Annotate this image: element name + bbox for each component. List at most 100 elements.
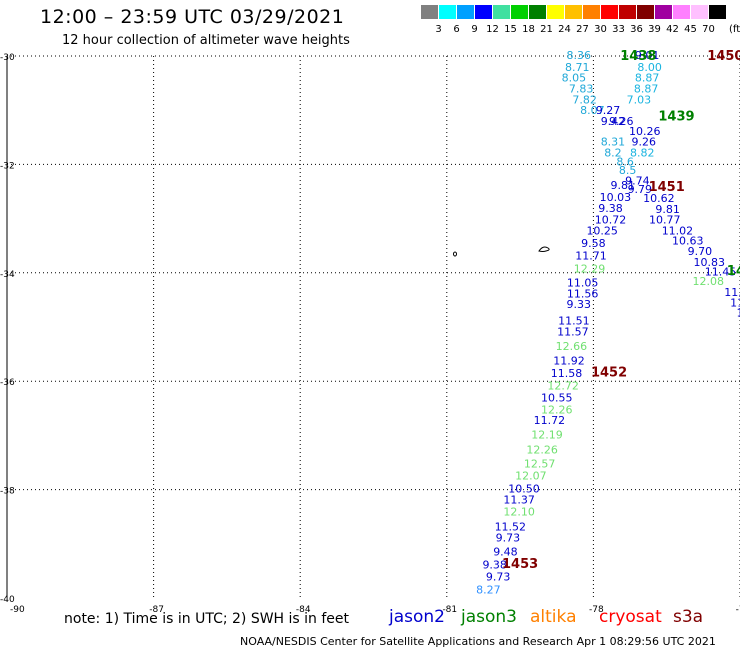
wave-height-value: 8.07 [580, 104, 605, 117]
wave-height-value: 10.25 [586, 225, 618, 238]
color-scale-label: 30 [594, 24, 607, 35]
chart-subtitle: 12 hour collection of altimeter wave hei… [62, 33, 350, 48]
color-swatch [475, 5, 492, 19]
color-scale-unit: (ft) [729, 24, 740, 35]
color-swatch [439, 5, 456, 19]
wave-height-value: 12.66 [556, 340, 588, 353]
chart-title: 12:00 – 23:59 UTC 03/29/2021 [40, 6, 345, 28]
color-scale-label: 27 [576, 24, 589, 35]
footer-note: note: 1) Time is in UTC; 2) SWH is in fe… [64, 611, 350, 627]
color-scale-label: 39 [648, 24, 661, 35]
color-swatch [691, 5, 708, 19]
wave-height-value: 11.51 [558, 314, 590, 327]
wave-height-value: 11.45 [705, 266, 737, 279]
color-scale-label: 36 [630, 24, 643, 35]
y-tick-label: -34 [0, 270, 15, 280]
pass-time-label: 1439 [658, 110, 694, 125]
wave-height-value: 11.72 [534, 414, 566, 427]
wave-height-value: 12.26 [526, 443, 558, 456]
wave-height-value: 10.26 [629, 125, 661, 138]
wave-height-value: 7.82 [572, 93, 597, 106]
wave-height-value: 9.73 [496, 531, 521, 544]
wave-height-value: 10.63 [672, 234, 704, 247]
wave-height-value: 8.87 [635, 72, 660, 85]
wave-height-value: 8.31 [601, 136, 626, 149]
color-scale-label: 45 [684, 24, 697, 35]
wave-height-value: 11.69 [724, 286, 740, 299]
wave-height-value: 9.26 [631, 136, 656, 149]
wave-height-value: 9.33 [566, 298, 591, 311]
wave-height-value: 8.2 [604, 146, 622, 159]
color-swatch [619, 5, 636, 19]
color-scale-label: 6 [453, 24, 460, 35]
wave-height-value: 12.10 [503, 505, 535, 518]
color-scale-label: 9 [471, 24, 478, 35]
color-scale-label: 42 [666, 24, 679, 35]
color-swatch [457, 5, 474, 19]
wave-height-value: 9.74 [625, 175, 650, 188]
island-shape [538, 246, 550, 252]
color-swatch [709, 5, 726, 19]
wave-height-value: 9.70 [688, 245, 713, 258]
color-swatch [583, 5, 600, 19]
wave-height-value: 12.07 [515, 470, 547, 483]
y-tick-label: -30 [0, 53, 15, 63]
wave-height-value: 10.50 [508, 483, 540, 496]
wave-height-value: 9.26 [609, 115, 634, 128]
wave-height-value: 11.71 [575, 249, 607, 262]
wave-height-value: 11.77 [730, 297, 740, 310]
footer-credit: NOAA/NESDIS Center for Satellite Applica… [240, 635, 716, 648]
wave-height-value: 9.27 [596, 104, 621, 117]
wave-height-value: 11.25 [736, 306, 740, 319]
wave-height-value: 10.77 [649, 214, 681, 227]
wave-height-value: 12.19 [531, 428, 563, 441]
wave-height-value: 8.6 [616, 156, 634, 169]
wave-height-value: 10.62 [643, 192, 675, 205]
wave-height-value: 8.5 [619, 164, 637, 177]
wave-height-value: 12.08 [692, 275, 724, 288]
wave-height-value: 8.00 [637, 61, 662, 74]
wave-height-value: 12.72 [547, 380, 579, 393]
y-tick-label: -38 [0, 487, 15, 497]
wave-height-value: 8.71 [565, 61, 590, 74]
x-tick-label: -87 [149, 605, 164, 615]
wave-height-value: 7.83 [569, 83, 594, 96]
wave-height-value: 9.38 [598, 202, 623, 215]
wave-height-value: 11.05 [567, 277, 599, 290]
color-swatch [529, 5, 546, 19]
wave-height-value: 10.72 [595, 214, 627, 227]
wave-height-value: 9.58 [581, 237, 606, 250]
color-scale-label: 12 [486, 24, 499, 35]
x-tick-label: -81 [442, 605, 457, 615]
y-tick-label: -40 [0, 595, 15, 605]
color-scale-label: 70 [702, 24, 715, 35]
wave-height-value: 8.36 [566, 49, 591, 62]
legend-jason2: jason2 [389, 607, 445, 627]
color-swatch [655, 5, 672, 19]
color-swatch [565, 5, 582, 19]
x-tick-label: -75 [736, 605, 740, 615]
wave-height-value: 8.82 [630, 146, 655, 159]
y-tick-label: -32 [0, 161, 15, 171]
wave-height-value: 8.87 [634, 83, 659, 96]
pass-time-label: 1451 [649, 180, 685, 195]
legend-altika: altika [530, 607, 577, 627]
color-scale-label: 33 [612, 24, 625, 35]
wave-height-value: 9.79 [628, 183, 653, 196]
color-scale-label: 24 [558, 24, 571, 35]
y-tick-label: -36 [0, 378, 15, 388]
color-swatch [421, 5, 438, 19]
legend-jason3: jason3 [461, 607, 517, 627]
wave-height-value: 11.57 [557, 325, 589, 338]
wave-height-value: 8.05 [562, 72, 587, 85]
wave-height-value: 9.81 [655, 203, 680, 216]
color-swatch [601, 5, 618, 19]
wave-height-value: 7.03 [627, 93, 652, 106]
pass-time-label: 1450 [707, 49, 740, 64]
wave-height-value: 10.83 [693, 256, 725, 269]
wave-height-value: 12.26 [541, 403, 573, 416]
color-swatch [637, 5, 654, 19]
wave-height-value: 9.81 [610, 179, 635, 192]
wave-height-value: 12.57 [524, 458, 556, 471]
